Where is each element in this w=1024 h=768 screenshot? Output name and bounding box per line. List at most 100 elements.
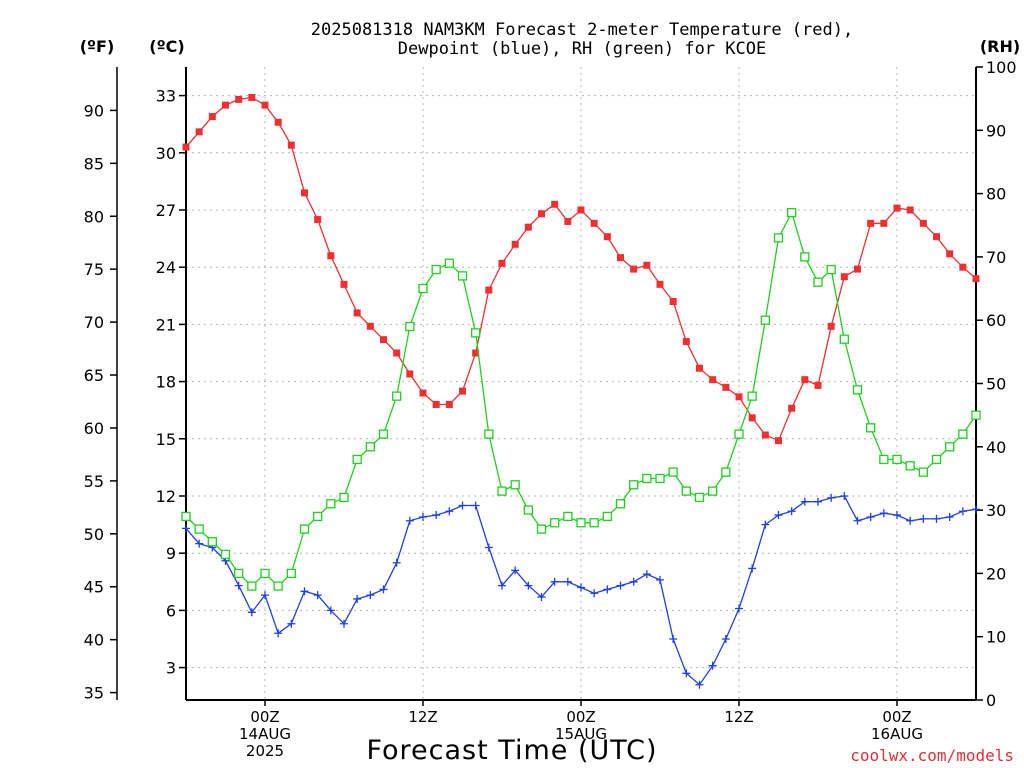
dewpoint-point-16 (392, 558, 401, 567)
rh-point-19 (431, 264, 441, 275)
rh-point-15 (378, 429, 389, 439)
temperature-point-25 (511, 240, 519, 248)
dewpoint-point-54 (893, 511, 901, 520)
chart-title-line-1: 2025081318 NAM3KM Forecast 2-meter Tempe… (311, 20, 853, 40)
x-tick-label-24-1: 15AUG (555, 725, 607, 743)
celsius-tick-label-33: 33 (156, 87, 176, 106)
rh-point-39 (694, 492, 705, 503)
rh-tick-label-40: 40 (986, 438, 1006, 457)
rh-point-17 (405, 321, 415, 332)
dewpoint-point-10 (313, 591, 322, 600)
rh-point-54 (892, 454, 902, 465)
dewpoint-point-50 (840, 491, 849, 500)
temperature-point-33 (617, 254, 624, 262)
temperature-point-4 (235, 95, 243, 103)
rh-point-42 (734, 429, 744, 439)
dewpoint-point-23 (484, 543, 493, 552)
dewpoint-point-27 (537, 593, 546, 602)
x-tick-label-36-0: 12Z (724, 708, 753, 726)
dewpoint-point-21 (458, 501, 467, 510)
temperature-point-36 (656, 280, 664, 288)
temperature-point-47 (801, 376, 809, 384)
temperature-point-6 (261, 101, 269, 109)
fahrenheit-tick-label-40: 40 (84, 631, 104, 650)
temperature-point-41 (722, 383, 730, 391)
dewpoint-point-40 (708, 661, 717, 670)
temperature-point-23 (485, 286, 493, 294)
rh-point-13 (352, 454, 362, 465)
rh-point-34 (629, 480, 639, 490)
rh-point-57 (931, 454, 942, 465)
dewpoint-point-5 (247, 608, 256, 617)
dewpoint-point-53 (879, 509, 888, 518)
temperature-point-16 (393, 349, 401, 357)
temperature-point-8 (287, 141, 295, 149)
rh-tick-label-70: 70 (986, 248, 1006, 267)
rh-tick-label-30: 30 (986, 501, 1006, 520)
rh-point-12 (339, 492, 349, 503)
rh-tick-label-90: 90 (986, 121, 1006, 140)
rh-point-9 (299, 524, 310, 534)
rh-point-35 (642, 473, 652, 484)
temperature-point-46 (788, 404, 796, 412)
series-temperature (182, 94, 980, 445)
rh-point-22 (471, 328, 481, 338)
fahrenheit-tick-label-60: 60 (84, 419, 104, 438)
rh-point-23 (484, 429, 494, 439)
celsius-tick-label-15: 15 (156, 430, 176, 449)
dewpoint-point-26 (524, 581, 533, 590)
rh-point-47 (800, 252, 810, 262)
dewpoint-point-19 (432, 511, 441, 520)
rh-point-26 (523, 505, 533, 515)
fahrenheit-tick-label-45: 45 (84, 578, 104, 597)
temperature-point-54 (893, 204, 901, 212)
dewpoint-point-6 (261, 591, 269, 600)
celsius-tick-label-30: 30 (156, 144, 176, 163)
rh-point-11 (326, 499, 336, 509)
dewpoint-point-49 (827, 493, 836, 502)
x-tick-label-0-2: 2025 (246, 742, 284, 760)
fahrenheit-unit-label: (ºF) (80, 37, 115, 56)
rh-tick-label-60: 60 (986, 311, 1006, 330)
temperature-point-60 (972, 275, 980, 283)
rh-point-56 (918, 467, 928, 477)
rh-point-52 (866, 423, 876, 433)
dewpoint-point-9 (300, 587, 309, 596)
dewpoint-point-17 (405, 516, 414, 525)
dewpoint-point-58 (945, 512, 954, 521)
temperature-point-37 (669, 298, 677, 306)
dewpoint-point-39 (695, 680, 704, 689)
rh-tick-label-0: 0 (986, 691, 996, 710)
rh-point-2 (207, 537, 217, 547)
dewpoint-point-55 (906, 516, 915, 525)
temperature-point-49 (827, 322, 835, 330)
x-tick-label-12-0: 12Z (408, 708, 437, 726)
dewpoint-point-25 (511, 566, 520, 575)
dewpoint-point-29 (563, 577, 572, 586)
celsius-tick-label-24: 24 (156, 258, 176, 277)
chart-title-line-2: Dewpoint (blue), RH (green) for KCOE (398, 39, 766, 59)
temperature-point-53 (880, 219, 888, 227)
temperature-point-30 (577, 206, 585, 214)
rh-point-24 (497, 486, 507, 496)
dewpoint-point-24 (498, 581, 506, 590)
dewpoint-point-32 (603, 585, 612, 594)
temperature-point-12 (340, 280, 348, 288)
temperature-point-59 (959, 263, 967, 271)
temperature-point-19 (432, 400, 440, 408)
temperature-point-15 (380, 336, 387, 344)
dewpoint-point-11 (326, 606, 335, 615)
temperature-point-32 (603, 233, 611, 241)
temperature-point-24 (498, 259, 506, 267)
temperature-point-52 (867, 219, 875, 227)
temperature-point-58 (946, 250, 954, 258)
dewpoint-point-0 (182, 524, 190, 533)
rh-tick-label-50: 50 (986, 375, 1006, 394)
series-dewpoint (182, 491, 980, 689)
rh-point-58 (945, 442, 955, 452)
temperature-point-42 (735, 393, 743, 401)
rh-point-37 (668, 467, 678, 477)
dewpoint-point-31 (590, 589, 599, 598)
